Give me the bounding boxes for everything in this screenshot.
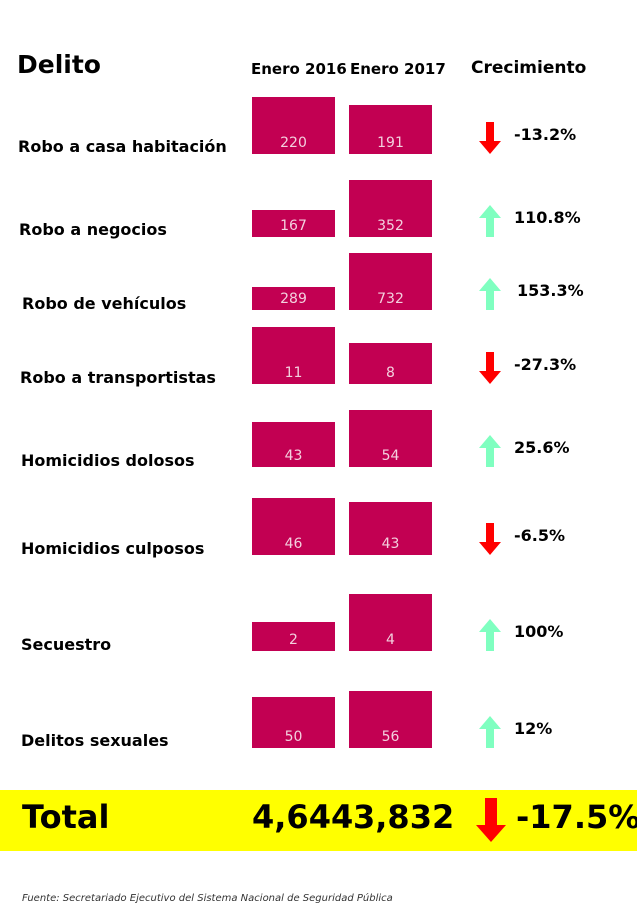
header-enero-2017: Enero 2017 [350, 60, 446, 78]
bar-enero-2017 [349, 105, 432, 154]
bar-enero-2016 [252, 622, 335, 651]
bar-value: 11 [284, 365, 303, 381]
bar-value: 56 [381, 729, 400, 745]
total-enero-2016: 4,644 [252, 798, 354, 836]
bar-value: 8 [386, 365, 395, 381]
bar-enero-2016 [252, 498, 335, 555]
bar-value: 2 [289, 632, 298, 648]
bar-enero-2016 [252, 697, 335, 748]
down-arrow-icon [479, 122, 501, 154]
header-crecimiento: Crecimiento [471, 58, 587, 78]
growth-value: 12% [514, 719, 553, 738]
growth-value: -6.5% [514, 526, 566, 545]
bar-value: 43 [381, 536, 400, 552]
bar-value: 4 [386, 632, 395, 648]
down-arrow-icon [479, 523, 501, 555]
row-label: Homicidios culposos [21, 539, 205, 558]
bar-enero-2017 [349, 180, 432, 237]
row-label: Robo de vehículos [22, 294, 187, 313]
bar-enero-2017 [349, 253, 432, 310]
header-delito: Delito [17, 50, 101, 79]
bar-enero-2017 [349, 410, 432, 467]
bar-enero-2016 [252, 287, 335, 310]
bar-value: 46 [284, 536, 303, 552]
up-arrow-icon [479, 205, 501, 237]
bar-enero-2017 [349, 691, 432, 748]
down-arrow-icon [479, 352, 501, 384]
row-label: Robo a casa habitación [18, 137, 227, 156]
up-arrow-icon [479, 716, 501, 748]
bar-enero-2017 [349, 502, 432, 555]
row-label: Robo a transportistas [20, 368, 216, 387]
bar-value: 289 [280, 291, 307, 307]
header-enero-2016: Enero 2016 [251, 60, 347, 78]
row-label: Robo a negocios [19, 220, 167, 239]
row-label: Homicidios dolosos [21, 451, 195, 470]
bar-value: 732 [377, 291, 404, 307]
growth-value: 100% [514, 622, 564, 641]
up-arrow-icon [479, 435, 501, 467]
growth-value: 153.3% [517, 281, 584, 300]
bar-value: 191 [377, 135, 404, 151]
bar-enero-2017 [349, 343, 432, 384]
total-label: Total [22, 798, 110, 836]
growth-value: 110.8% [514, 208, 581, 227]
bar-value: 50 [284, 729, 303, 745]
up-arrow-icon [479, 619, 501, 651]
row-label: Delitos sexuales [21, 731, 169, 750]
total-enero-2017: 3,832 [353, 798, 455, 836]
row-label: Secuestro [21, 635, 112, 654]
total-down-arrow-icon [476, 798, 506, 842]
bar-enero-2016 [252, 97, 335, 154]
bar-value: 43 [284, 448, 303, 464]
growth-value: -13.2% [514, 125, 577, 144]
bar-enero-2016 [252, 210, 335, 237]
bar-value: 167 [280, 218, 307, 234]
bar-value: 352 [377, 218, 404, 234]
up-arrow-icon [479, 278, 501, 310]
bar-enero-2016 [252, 422, 335, 467]
growth-value: 25.6% [514, 438, 570, 457]
bar-enero-2017 [349, 594, 432, 651]
total-growth: -17.5% [516, 798, 637, 836]
growth-value: -27.3% [514, 355, 577, 374]
bar-value: 220 [280, 135, 307, 151]
bar-value: 54 [381, 448, 400, 464]
source-note: Fuente: Secretariado Ejecutivo del Siste… [22, 893, 393, 904]
total-band: Total 4,644 3,832 -17.5% [0, 790, 637, 851]
bar-enero-2016 [252, 327, 335, 384]
